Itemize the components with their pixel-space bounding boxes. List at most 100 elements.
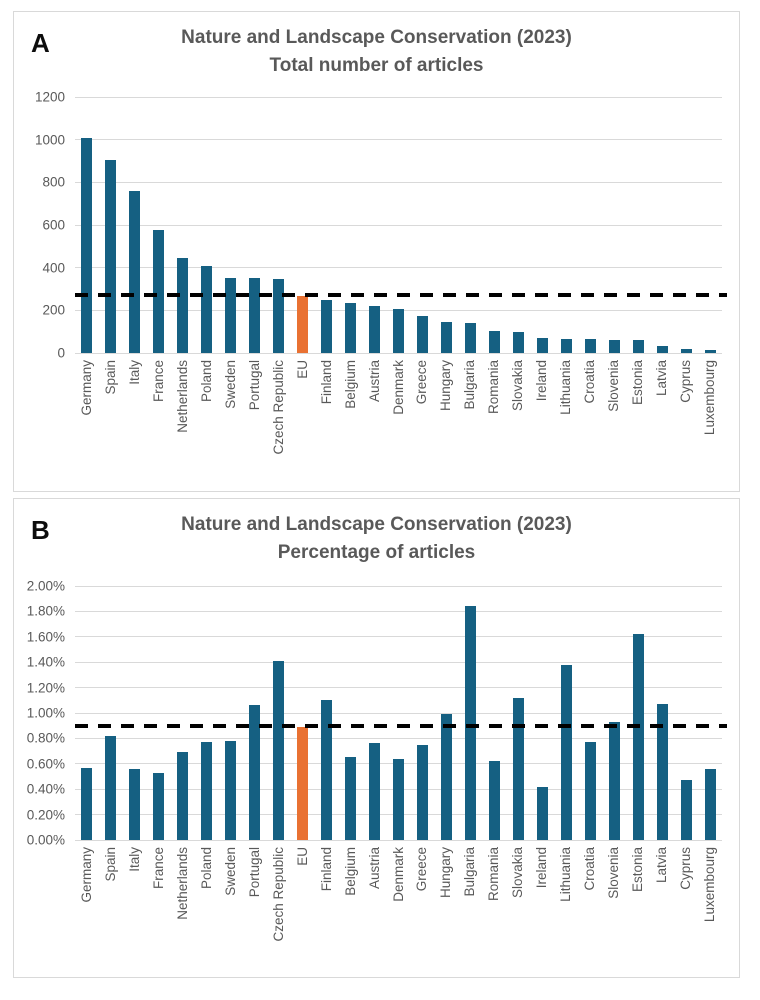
bar-germany [81,137,93,353]
bar-luxembourg [704,768,716,840]
x-label-germany: Germany [79,847,95,903]
x-label-finland: Finland [318,847,334,892]
plot-area: 0.00% 0.20% 0.40% 0.60% 0.80% 1.00% 1.20% 1.40%… [27,579,727,942]
x-label-cyprus: Cyprus [678,847,694,890]
x-label-slovakia: Slovakia [510,360,526,412]
bar-estonia [632,634,644,840]
bar-latvia [656,704,668,840]
x-label-luxembourg: Luxembourg [702,360,718,436]
bar-belgium [345,302,357,353]
plot-area: 0 200 400 600 800 1000 1200 Germany Spain Italy Fr… [35,90,727,455]
dashed-reference-line [75,723,727,728]
x-label-denmark: Denmark [390,847,406,902]
y-tick-label: 1.60% [26,629,65,645]
gridline [75,352,722,354]
bar-croatia [584,742,596,840]
x-label-bulgaria: Bulgaria [462,360,478,410]
x-label-lithuania: Lithuania [558,360,574,415]
bar-romania [488,330,500,353]
dashed-reference-line [75,293,727,298]
bar-sweden [225,740,237,840]
bar-denmark [393,758,404,840]
x-label-italy: Italy [127,847,143,872]
x-label-eu: EU [294,360,310,379]
x-label-spain: Spain [103,360,119,395]
gridline [75,737,722,739]
x-label-ireland: Ireland [534,360,550,402]
x-label-austria: Austria [366,360,382,403]
x-label-italy: Italy [127,360,143,385]
bar-lithuania [560,664,572,840]
x-label-netherlands: Netherlands [175,847,191,920]
y-tick-label: 1.20% [26,679,65,695]
bar-austria [369,743,381,840]
y-tick-label: 400 [42,259,65,275]
y-tick-label: 1200 [34,89,65,105]
y-tick-label: 0.80% [26,730,65,746]
x-label-france: France [151,847,167,890]
y-tick-label: 0.00% [26,832,65,848]
bar-greece [416,744,428,840]
bar-poland [201,742,213,840]
x-label-romania: Romania [486,360,502,415]
chart-a-title: Nature and Landscape Conservation (2023) [181,27,572,48]
bar-germany [81,767,93,840]
bar-finland [321,700,333,840]
gridline [75,636,722,638]
x-label-portugal: Portugal [246,360,262,411]
x-label-latvia: Latvia [654,360,670,397]
bar-finland [321,299,333,353]
gridline [75,839,722,841]
bar-cyprus [680,780,692,840]
x-label-greece: Greece [414,847,430,892]
x-label-portugal: Portugal [246,847,262,898]
chart-b-title: Nature and Landscape Conservation (2023) [181,514,572,535]
y-tick-label: 0 [57,345,65,361]
chart-panel-a: A Nature and Landscape Conservation (202… [13,11,740,492]
x-label-austria: Austria [366,847,382,890]
x-label-poland: Poland [199,360,215,403]
x-label-romania: Romania [486,847,502,902]
chart-a-subtitle: Total number of articles [269,55,484,76]
x-label-poland: Poland [199,847,215,890]
bar-croatia [584,339,596,353]
x-label-czech-republic: Czech Republic [270,847,286,942]
x-label-czech-republic: Czech Republic [270,360,286,455]
y-tick-label: 1.00% [26,705,65,721]
x-label-belgium: Belgium [342,360,358,409]
x-label-slovakia: Slovakia [510,847,526,899]
bar-austria [369,306,381,353]
bar-italy [129,190,141,353]
bar-bulgaria [464,606,476,840]
x-label-sweden: Sweden [222,360,238,409]
y-tick-label: 200 [42,302,65,318]
x-label-lithuania: Lithuania [558,847,574,902]
gridline [75,585,722,587]
y-tick-label: 800 [42,174,65,190]
gridline [75,661,722,663]
chart-panel-b: B Nature and Landscape Conservation (202… [13,498,740,978]
x-label-croatia: Croatia [582,847,598,891]
bar-hungary [440,322,452,353]
bar-czech-republic [273,660,285,840]
gridline [75,96,722,98]
x-label-eu: EU [294,847,310,866]
x-label-estonia: Estonia [630,360,646,406]
x-label-sweden: Sweden [222,847,238,896]
bar-portugal [249,705,261,840]
bar-netherlands [177,258,189,353]
bar-latvia [656,345,668,353]
y-tick-label: 0.20% [26,806,65,822]
bar-estonia [632,340,644,353]
x-label-cyprus: Cyprus [678,360,694,403]
bar-france [153,772,165,840]
bar-denmark [393,309,404,353]
bar-eu [297,726,309,840]
bar-slovenia [608,340,620,353]
bar-bulgaria [464,323,476,353]
bar-czech-republic [273,279,285,353]
bar-hungary [440,714,452,840]
bar-portugal [249,278,261,353]
bar-italy [129,768,141,840]
bar-france [153,230,165,353]
